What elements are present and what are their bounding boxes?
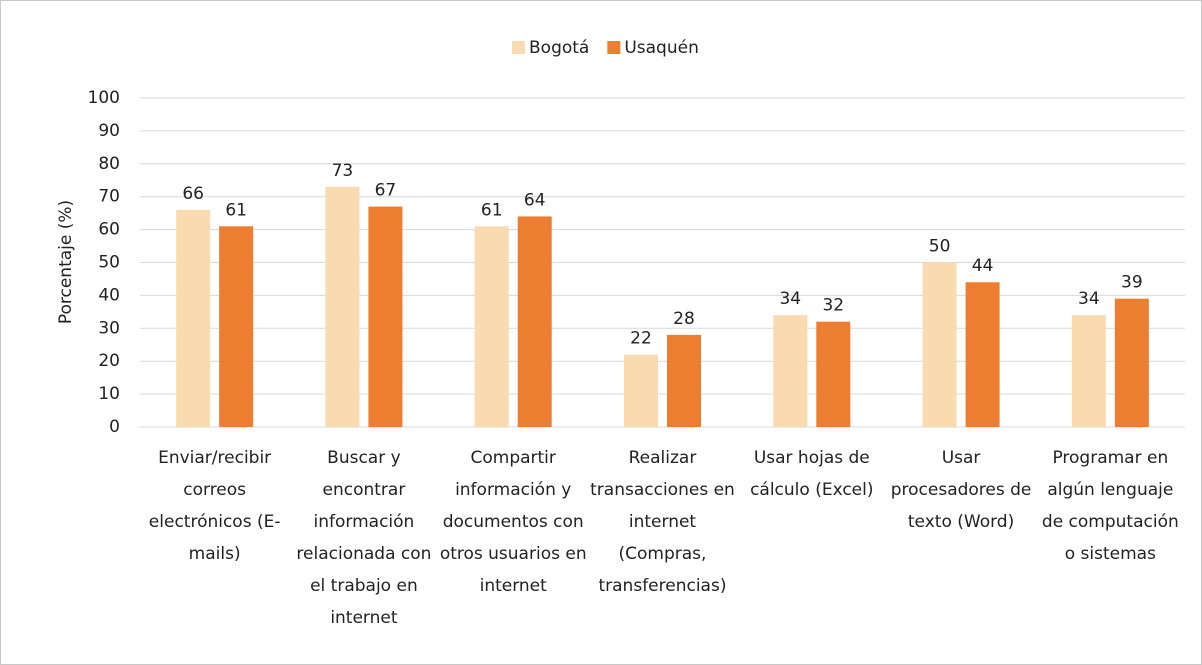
data-label: 28 xyxy=(673,309,695,329)
y-tick-label: 20 xyxy=(98,351,120,371)
data-label: 34 xyxy=(1078,289,1100,309)
legend-swatch xyxy=(512,41,525,54)
x-tick-label: Programar en algún lenguaje de computaci… xyxy=(1041,448,1179,564)
data-label: 66 xyxy=(182,184,204,204)
bar xyxy=(922,262,957,427)
x-tick-label: Realizar transacciones en internet (Comp… xyxy=(590,448,735,596)
data-label: 44 xyxy=(972,256,994,276)
bar xyxy=(1071,315,1106,427)
data-label: 34 xyxy=(779,289,801,309)
y-tick-label: 10 xyxy=(98,384,120,404)
x-tick-label: Compartir información y documentos con o… xyxy=(439,448,587,596)
y-tick-label: 40 xyxy=(98,285,120,305)
bar xyxy=(816,321,851,427)
bar xyxy=(176,209,211,427)
x-tick-label: Enviar/recibir correos electrónicos (E-m… xyxy=(148,448,281,564)
data-label: 64 xyxy=(524,190,546,210)
legend-swatch xyxy=(607,41,621,54)
y-tick-label: 80 xyxy=(98,154,120,174)
y-tick-label: 0 xyxy=(109,417,120,437)
bar xyxy=(517,216,552,427)
x-tick-label: Usar hojas de cálculo (Excel) xyxy=(750,448,874,500)
bar xyxy=(965,282,1000,427)
bar xyxy=(219,226,254,427)
y-tick-label: 90 xyxy=(98,121,120,141)
data-label: 32 xyxy=(822,296,844,316)
legend-label: Bogotá xyxy=(529,38,589,58)
data-label: 73 xyxy=(332,161,354,181)
bar xyxy=(1114,298,1149,427)
y-tick-label: 30 xyxy=(98,318,120,338)
x-tick-label: Usar procesadores de texto (Word) xyxy=(890,448,1032,532)
bar xyxy=(773,315,808,427)
x-tick-label: Buscar y encontrar información relaciona… xyxy=(296,448,432,628)
bar xyxy=(667,334,701,427)
data-label: 61 xyxy=(225,200,247,220)
data-label: 61 xyxy=(481,200,503,220)
bar xyxy=(368,206,403,427)
legend-label: Usaquén xyxy=(624,38,699,58)
y-axis-label: Porcentaje (%) xyxy=(56,200,76,324)
y-tick-label: 60 xyxy=(98,220,120,240)
data-label: 50 xyxy=(929,237,951,257)
bar xyxy=(325,186,360,427)
bar xyxy=(624,354,658,427)
bar xyxy=(474,226,509,427)
data-label: 39 xyxy=(1121,273,1143,293)
data-label: 22 xyxy=(630,329,652,349)
y-tick-label: 50 xyxy=(98,253,120,273)
y-tick-label: 100 xyxy=(88,88,120,108)
data-label: 67 xyxy=(375,181,397,201)
y-tick-label: 70 xyxy=(98,187,120,207)
